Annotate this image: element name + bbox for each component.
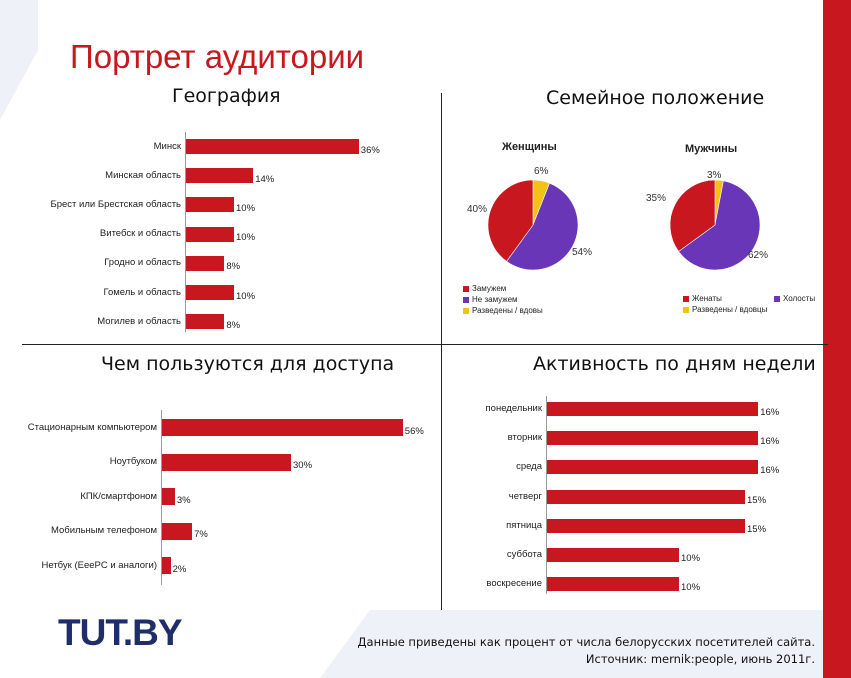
bar-category-label: воскресение (486, 578, 542, 590)
bar-category-label: Могилев и область (97, 315, 181, 327)
weekday-title: Активность по дням недели (533, 353, 816, 375)
legend-swatch (774, 296, 780, 302)
bar-value-label: 30% (293, 460, 313, 471)
bar-axis (546, 396, 547, 594)
bar-value-label: 15% (747, 494, 767, 506)
bar (162, 453, 291, 471)
bar-category-label: Минская область (105, 169, 181, 181)
pie-slice-label: 62% (748, 250, 769, 261)
tut-by-logo: TUT.BY (58, 612, 182, 653)
bar-category-label: Ноутбуком (109, 456, 157, 467)
legend-label: Холосты (783, 294, 816, 303)
legend-swatch (683, 307, 689, 313)
pie-slice (506, 182, 579, 271)
bar (162, 488, 175, 505)
pie-slice (487, 179, 534, 262)
bar-value-label: 10% (681, 553, 701, 564)
footer-line-1: Данные приведены как процент от числа бе… (357, 635, 815, 649)
bar-category-label: среда (516, 461, 542, 473)
pie-slice-label: 6% (534, 166, 549, 177)
bar (547, 548, 679, 562)
bar-value-label: 36% (360, 144, 380, 156)
bar (162, 419, 403, 436)
bar-value-label: 16% (760, 407, 780, 418)
page-title: Портрет аудитории (70, 38, 365, 75)
pie-slice-label: 35% (646, 193, 667, 204)
bar-value-label: 10% (681, 582, 701, 594)
bar-value-label: 15% (747, 523, 767, 535)
bar-category-label: Гомель и область (103, 286, 181, 298)
bar-value-label: 10% (236, 202, 256, 214)
bar-category-label: пятница (506, 519, 542, 531)
geography-title: География (172, 85, 281, 107)
legend-label: Разведены / вдовы (472, 306, 543, 315)
men-pie-chart (669, 179, 761, 271)
bar-axis (185, 132, 186, 332)
women-pie-chart (487, 179, 579, 271)
bar (547, 489, 745, 504)
bar-value-label: 56% (404, 425, 424, 437)
bar-value-label: 8% (226, 261, 241, 273)
bar-category-label: Гродно и область (104, 257, 181, 269)
bar (547, 460, 759, 475)
bar-value-label: 16% (760, 465, 780, 477)
bar-category-label: четверг (508, 490, 542, 502)
pie-slice (678, 180, 761, 271)
bar-value-label: 16% (760, 436, 780, 448)
bar (547, 577, 679, 592)
legend-swatch (463, 297, 469, 303)
legend-label: Замужем (472, 284, 507, 293)
bar (186, 139, 359, 154)
bar (547, 402, 759, 416)
legend-swatch (463, 308, 469, 314)
access-title: Чем пользуются для доступа (101, 353, 395, 375)
bar (186, 197, 234, 213)
bar-category-label: суббота (506, 549, 542, 560)
bar (186, 285, 234, 300)
marital-title: Семейное положение (546, 87, 765, 109)
pie-slice-label: 3% (707, 170, 722, 181)
bar-category-label: Нетбук (EeePC и аналоги) (41, 559, 158, 571)
footer-note: Данные приведены как процент от числа бе… (315, 634, 815, 668)
bar (186, 168, 254, 184)
legend-swatch (463, 286, 469, 292)
bar-category-label: Минск (153, 140, 181, 152)
bar-category-label: Брест или Брестская область (50, 198, 182, 210)
pie-slice-label: 40% (467, 204, 488, 215)
bar-category-label: Стационарным компьютером (27, 421, 157, 433)
bar (186, 255, 225, 271)
vertical-divider (441, 93, 442, 610)
bar (547, 431, 759, 446)
bar-category-label: Мобильным телефоном (51, 525, 157, 536)
bar (186, 314, 225, 330)
bar-value-label: 14% (255, 173, 275, 185)
bar (547, 518, 745, 533)
bar (186, 226, 234, 242)
bar (162, 557, 171, 574)
bar-category-label: понедельник (485, 403, 542, 414)
pie-slice (669, 179, 716, 252)
bar-axis (161, 410, 162, 585)
pie-slice-label: 54% (572, 247, 593, 258)
bar-value-label: 10% (236, 290, 256, 302)
bar (162, 522, 193, 540)
women-pie-title: Женщины (502, 141, 557, 153)
legend-label: Женаты (692, 294, 722, 303)
bar-category-label: вторник (507, 432, 542, 444)
bar-value-label: 3% (176, 494, 191, 506)
men-pie-title: Мужчины (685, 143, 738, 155)
legend-label: Разведены / вдовцы (692, 305, 768, 314)
legend-swatch (683, 296, 689, 302)
footer-line-2: Источник: mernik:people, июнь 2011г. (585, 652, 815, 666)
bar-value-label: 2% (172, 563, 187, 575)
bar-value-label: 8% (226, 319, 241, 331)
bar-category-label: Витебск и область (99, 228, 181, 240)
bar-value-label: 7% (194, 529, 208, 540)
bar-category-label: КПК/смартфоном (80, 490, 157, 502)
horizontal-divider (22, 344, 828, 345)
legend-label: Не замужем (472, 295, 518, 304)
bar-value-label: 10% (236, 232, 256, 244)
